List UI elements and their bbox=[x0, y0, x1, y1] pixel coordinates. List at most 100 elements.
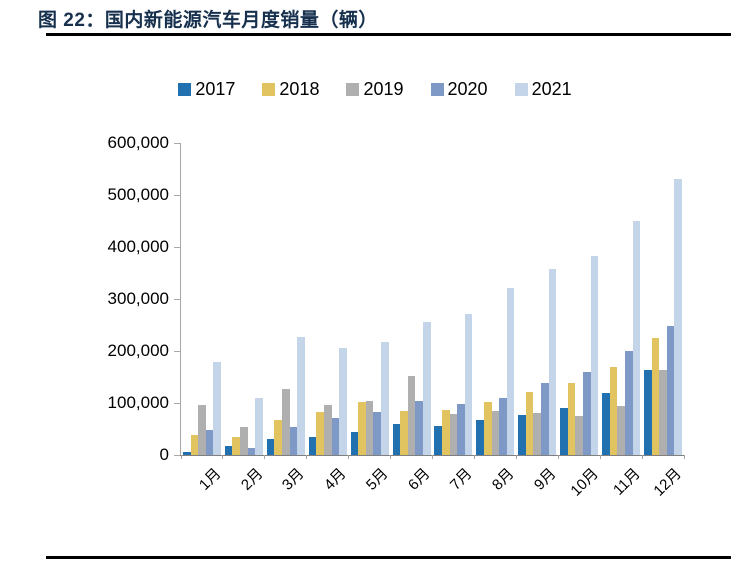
y-axis-tick bbox=[174, 246, 180, 248]
bar-2018-8月 bbox=[483, 402, 492, 455]
bar-2019-8月 bbox=[491, 411, 500, 455]
bar-2018-4月 bbox=[316, 412, 324, 455]
x-axis-label: 12月 bbox=[650, 465, 686, 500]
x-axis-label: 5月 bbox=[363, 465, 392, 494]
bottom-divider bbox=[46, 556, 731, 559]
y-axis-label: 600,000 bbox=[107, 133, 169, 152]
x-axis-tick bbox=[515, 455, 517, 459]
bar-2017-10月 bbox=[560, 408, 568, 455]
bar-2017-2月 bbox=[224, 446, 233, 455]
x-axis-tick bbox=[264, 455, 266, 459]
bar-2020-6月 bbox=[415, 401, 423, 455]
y-axis-line bbox=[180, 143, 181, 456]
bar-2020-12月 bbox=[666, 326, 675, 455]
y-axis-tick bbox=[174, 454, 180, 456]
bar-2017-12月 bbox=[644, 370, 652, 455]
x-axis-tick bbox=[641, 455, 643, 459]
bar-2017-6月 bbox=[392, 424, 401, 455]
x-axis-tick bbox=[683, 455, 685, 459]
x-axis-tick bbox=[557, 455, 559, 459]
y-axis-tick bbox=[174, 194, 180, 196]
bar-2021-3月 bbox=[297, 337, 305, 455]
y-axis-tick bbox=[174, 142, 180, 144]
bar-2017-8月 bbox=[476, 420, 484, 455]
x-axis-tick bbox=[599, 455, 601, 459]
bar-2018-1月 bbox=[190, 435, 199, 455]
bar-2020-5月 bbox=[373, 412, 382, 455]
x-axis-label: 2月 bbox=[237, 465, 267, 494]
title-divider bbox=[46, 33, 731, 36]
bar-2019-4月 bbox=[323, 405, 332, 455]
bar-2018-6月 bbox=[400, 411, 408, 455]
y-axis-label: 500,000 bbox=[107, 185, 169, 204]
bar-2021-7月 bbox=[464, 314, 473, 455]
bar-2019-5月 bbox=[365, 401, 374, 455]
bar-2018-5月 bbox=[358, 402, 366, 455]
x-axis-label: 9月 bbox=[530, 465, 560, 494]
bar-2020-3月 bbox=[289, 427, 298, 455]
legend-label: 2020 bbox=[447, 78, 488, 99]
x-axis-label: 6月 bbox=[405, 465, 434, 494]
bar-2020-1月 bbox=[205, 430, 214, 455]
legend-item-2021: 2021 bbox=[514, 78, 572, 100]
bar-2017-3月 bbox=[266, 439, 275, 455]
legend-swatch-2017 bbox=[178, 82, 192, 96]
bar-2019-3月 bbox=[281, 389, 290, 455]
bar-2018-7月 bbox=[442, 410, 450, 455]
legend-label: 2021 bbox=[531, 78, 572, 99]
bar-2019-10月 bbox=[575, 416, 583, 455]
x-axis-tick bbox=[180, 455, 182, 459]
x-axis-tick bbox=[390, 455, 392, 459]
x-axis-label: 1月 bbox=[195, 465, 225, 494]
bar-2021-5月 bbox=[381, 342, 389, 455]
bar-2019-9月 bbox=[533, 413, 542, 455]
bar-2020-8月 bbox=[499, 398, 507, 455]
x-axis-tick bbox=[306, 455, 308, 459]
legend-swatch-2020 bbox=[430, 82, 444, 96]
bar-2019-1月 bbox=[198, 405, 206, 455]
legend-item-2018: 2018 bbox=[262, 79, 319, 100]
bar-2017-1月 bbox=[182, 452, 191, 455]
bar-2017-4月 bbox=[308, 437, 317, 455]
bar-2018-11月 bbox=[609, 367, 618, 455]
x-axis-label: 11月 bbox=[609, 465, 644, 499]
bar-2019-11月 bbox=[617, 406, 625, 455]
y-axis-label: 300,000 bbox=[107, 289, 169, 308]
bar-2018-10月 bbox=[567, 383, 576, 455]
y-axis-tick bbox=[174, 402, 180, 404]
bar-2017-5月 bbox=[350, 432, 359, 455]
bar-2018-2月 bbox=[232, 437, 241, 455]
bar-2021-8月 bbox=[506, 288, 515, 455]
legend-label: 2019 bbox=[363, 78, 404, 99]
y-axis-label: 0 bbox=[159, 445, 169, 464]
legend-item-2019: 2019 bbox=[346, 78, 404, 100]
bar-2017-11月 bbox=[602, 393, 610, 455]
x-axis-label: 4月 bbox=[321, 465, 350, 494]
y-axis-label: 200,000 bbox=[107, 341, 169, 360]
bar-2020-9月 bbox=[541, 383, 549, 455]
x-axis-tick bbox=[432, 455, 433, 459]
bar-2021-6月 bbox=[422, 322, 431, 455]
x-axis-tick bbox=[473, 455, 475, 459]
y-axis-label: 400,000 bbox=[107, 237, 169, 256]
legend-label: 2018 bbox=[279, 78, 320, 99]
y-axis-label: 100,000 bbox=[107, 393, 169, 412]
y-axis-tick bbox=[174, 298, 180, 300]
bar-2019-6月 bbox=[407, 376, 416, 455]
x-axis-tick bbox=[348, 455, 350, 459]
legend-label: 2017 bbox=[195, 78, 236, 99]
legend-swatch-2018 bbox=[262, 82, 276, 96]
legend-swatch-2019 bbox=[346, 82, 360, 96]
bar-2018-3月 bbox=[274, 420, 282, 455]
plot-area: 0 100,000 200,000 300,000 400,000 500,000 600,… bbox=[108, 133, 686, 500]
bar-2018-12月 bbox=[651, 338, 660, 455]
y-axis-tick bbox=[174, 350, 180, 352]
bar-2020-2月 bbox=[247, 448, 256, 455]
bar-2019-12月 bbox=[659, 370, 667, 455]
bar-2021-1月 bbox=[213, 362, 221, 455]
legend-swatch-2021 bbox=[514, 82, 528, 96]
bar-2017-9月 bbox=[518, 415, 526, 455]
bar-2021-10月 bbox=[590, 256, 599, 455]
chart-legend: 2017 2018 2019 2020 2021 bbox=[55, 78, 695, 100]
